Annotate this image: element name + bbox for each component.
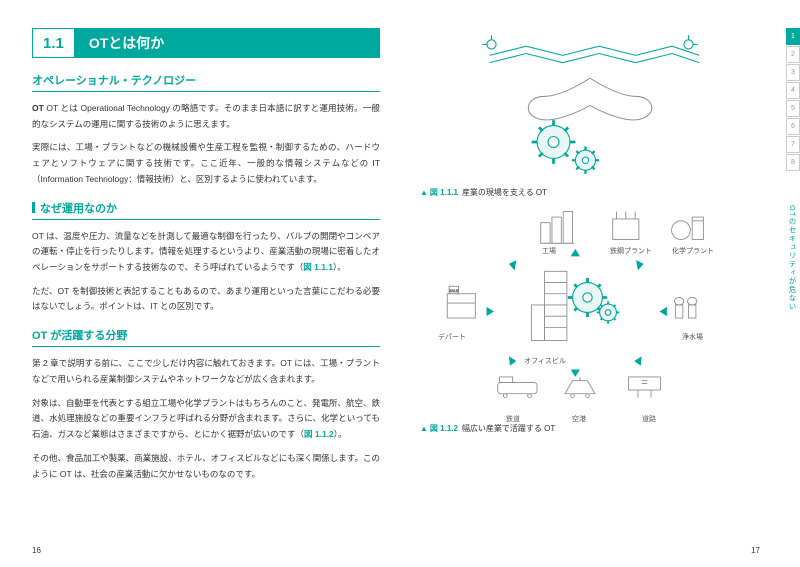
node-steel: 鉄鋼プラント — [610, 246, 652, 256]
page-number-left: 16 — [32, 546, 41, 555]
node-chem: 化学プラント — [672, 246, 714, 256]
subsection-title-1: オペレーショナル・テクノロジー — [32, 72, 380, 92]
tab-4[interactable]: 4 — [786, 82, 800, 99]
subsection-title-3: OT が活躍する分野 — [32, 327, 380, 347]
caption-text: 幅広い産業で活躍する OT — [462, 424, 555, 433]
paragraph: 対象は、自動車を代表とする組立工場や化学プラントはもちろんのこと、発電所、航空、… — [32, 396, 380, 443]
figure-2-caption: ▲図 1.1.2 幅広い産業で活躍する OT — [420, 423, 760, 434]
node-factory: 工場 — [542, 246, 556, 256]
paragraph: その他、食品加工や製薬、商業施設、ホテル、オフィスビルなどにも深く関係します。こ… — [32, 451, 380, 482]
figure-1: ▲図 1.1.1 産業の現場を支える OT — [420, 28, 760, 198]
paragraph: 実際には、工場・プラントなどの機械設備や生産工程を監視・制御するための、ハードウ… — [32, 140, 380, 187]
node-dept: デパート — [438, 332, 466, 342]
figure-number: 図 1.1.1 — [430, 188, 458, 197]
tab-6[interactable]: 6 — [786, 118, 800, 135]
figure-number: 図 1.1.2 — [430, 424, 458, 433]
right-page: ▲図 1.1.1産業の現場を支える OT SALE — [400, 0, 800, 567]
tab-8[interactable]: 8 — [786, 154, 800, 171]
figure-2: SALE 工場 鉄鋼プラント 化学プラント デパー — [420, 204, 760, 434]
text: ）。 — [334, 429, 347, 439]
chapter-tabs: 1 2 3 4 5 6 7 8 — [786, 28, 800, 172]
node-rail: 鉄道 — [506, 414, 520, 424]
paragraph: 第 2 章で説明する前に、ここで少しだけ内容に触れておきます。OT には、工場・… — [32, 356, 380, 387]
section-header: 1.1 OTとは何か — [32, 28, 380, 58]
figure-2-illustration: SALE 工場 鉄鋼プラント 化学プラント デパー — [420, 204, 760, 419]
text: ）。 — [333, 262, 346, 272]
tab-7[interactable]: 7 — [786, 136, 800, 153]
node-office: オフィスビル — [524, 356, 566, 366]
subsection-title-2: なぜ運用なのか — [32, 200, 380, 220]
caption-text: 産業の現場を支える OT — [462, 188, 547, 197]
figure-ref: 図 1.1.2 — [304, 429, 334, 439]
paragraph: ただ、OT を制御技術と表記することもあるので、あまり運用といった言葉にこだわる… — [32, 284, 380, 315]
figure-1-caption: ▲図 1.1.1 産業の現場を支える OT — [420, 187, 760, 198]
tab-3[interactable]: 3 — [786, 64, 800, 81]
node-water: 浄水場 — [682, 332, 703, 342]
figure-1-illustration — [420, 28, 760, 183]
figure-ref: 図 1.1.1 — [303, 262, 333, 272]
node-air: 空港 — [572, 414, 586, 424]
caption-marker: ▲ — [420, 188, 428, 197]
node-road: 道路 — [642, 414, 656, 424]
page-number-right: 17 — [751, 546, 760, 555]
caption-marker: ▲ — [420, 424, 428, 433]
paragraph: OT は、温度や圧力、流量などを計測して最適な制御を行ったり、バルブの開閉やコン… — [32, 229, 380, 276]
section-title: OTとは何か — [75, 28, 380, 58]
tab-5[interactable]: 5 — [786, 100, 800, 117]
paragraph: OT OT とは Operational Technology の略語です。その… — [32, 101, 380, 132]
tab-1[interactable]: 1 — [786, 28, 800, 45]
svg-text:SALE: SALE — [449, 289, 459, 293]
side-chapter-title: OTのセキュリティが危ない — [787, 205, 798, 311]
section-number: 1.1 — [32, 28, 75, 58]
tab-2[interactable]: 2 — [786, 46, 800, 63]
text: OT とは Operational Technology の略語です。そのまま日… — [32, 103, 380, 129]
left-page: 1.1 OTとは何か オペレーショナル・テクノロジー OT OT とは Oper… — [0, 0, 400, 567]
